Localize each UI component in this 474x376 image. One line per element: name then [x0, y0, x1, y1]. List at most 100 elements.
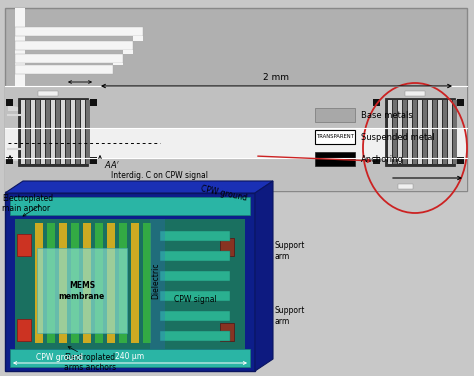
Bar — [398, 100, 402, 164]
Bar — [5, 86, 467, 128]
Bar — [220, 323, 234, 341]
Bar — [220, 238, 234, 256]
Bar — [38, 91, 58, 96]
Bar — [453, 100, 457, 164]
Bar — [35, 223, 43, 343]
Text: CPW signal: CPW signal — [173, 294, 216, 303]
Bar — [37, 248, 127, 333]
Bar — [51, 100, 55, 164]
Bar — [418, 100, 422, 164]
Bar — [408, 100, 412, 164]
Bar — [131, 223, 139, 343]
Polygon shape — [8, 158, 38, 161]
Bar — [47, 223, 55, 343]
Bar — [428, 100, 432, 164]
Polygon shape — [5, 181, 273, 193]
Bar — [90, 99, 97, 106]
Bar — [457, 99, 464, 106]
Bar — [61, 100, 65, 164]
Text: CPW ground: CPW ground — [36, 353, 83, 362]
Bar — [160, 291, 230, 301]
Bar — [160, 251, 230, 261]
Bar — [15, 41, 133, 50]
Text: MEMS
membrane: MEMS membrane — [59, 281, 105, 301]
Bar — [388, 100, 392, 164]
Text: Dielectric: Dielectric — [152, 263, 161, 299]
Bar — [36, 100, 40, 164]
Bar — [90, 157, 97, 164]
Bar — [46, 100, 50, 164]
Bar — [315, 152, 355, 166]
Text: TRANSPARENT: TRANSPARENT — [317, 135, 355, 139]
Bar — [66, 100, 70, 164]
Bar — [15, 219, 245, 349]
Bar — [413, 100, 417, 164]
Bar — [405, 91, 425, 96]
Bar — [31, 100, 35, 164]
Bar — [6, 157, 13, 164]
Bar — [5, 128, 467, 158]
Bar — [21, 100, 25, 164]
Bar — [403, 100, 407, 164]
Bar — [15, 65, 113, 74]
Text: Electroplated
main anchor: Electroplated main anchor — [2, 194, 53, 214]
Bar — [448, 100, 452, 164]
Bar — [423, 100, 427, 164]
Bar — [17, 234, 31, 256]
Bar — [41, 100, 45, 164]
Text: Support
arm: Support arm — [275, 306, 305, 326]
Bar — [26, 100, 30, 164]
Bar — [393, 100, 397, 164]
Bar — [150, 219, 165, 349]
Bar — [56, 100, 60, 164]
Bar — [15, 54, 123, 63]
Bar — [315, 108, 355, 122]
Bar — [160, 271, 230, 281]
Bar — [107, 223, 115, 343]
Bar — [119, 223, 127, 343]
Bar — [59, 223, 67, 343]
Bar — [457, 157, 464, 164]
Bar — [443, 100, 447, 164]
Bar — [81, 100, 85, 164]
Text: $AA'$: $AA'$ — [104, 159, 120, 170]
Bar — [6, 99, 13, 106]
Polygon shape — [8, 106, 38, 111]
Bar — [113, 63, 123, 65]
Polygon shape — [255, 181, 273, 371]
Bar — [133, 36, 143, 41]
Bar — [71, 223, 79, 343]
Bar — [10, 349, 250, 367]
Bar — [373, 157, 380, 164]
Text: CPW ground: CPW ground — [200, 184, 248, 202]
Bar — [95, 223, 103, 343]
Bar — [160, 331, 230, 341]
Bar — [86, 100, 90, 164]
Bar — [315, 130, 355, 144]
Text: Support
arm: Support arm — [275, 241, 305, 261]
Bar — [143, 223, 151, 343]
Text: Anchoring: Anchoring — [361, 155, 404, 164]
Bar — [5, 8, 467, 191]
Text: 240 μm: 240 μm — [116, 352, 145, 361]
Text: Interdig. C on CPW signal: Interdig. C on CPW signal — [111, 171, 209, 180]
Bar — [160, 311, 230, 321]
Text: 2 mm: 2 mm — [264, 73, 290, 82]
Bar — [76, 100, 80, 164]
Bar — [160, 231, 230, 241]
Bar — [10, 197, 250, 215]
Bar — [398, 184, 413, 189]
Bar — [5, 193, 255, 371]
Text: Suspended metal: Suspended metal — [361, 132, 435, 141]
Bar — [71, 100, 75, 164]
Text: Base metals: Base metals — [361, 111, 413, 120]
Bar — [18, 98, 88, 166]
Bar — [373, 99, 380, 106]
Bar — [438, 100, 442, 164]
Bar — [433, 100, 437, 164]
Bar — [385, 98, 455, 166]
Bar — [15, 27, 143, 36]
Bar — [123, 50, 133, 54]
Text: Electroplated
arms anchors: Electroplated arms anchors — [64, 353, 116, 372]
Bar — [17, 319, 31, 341]
